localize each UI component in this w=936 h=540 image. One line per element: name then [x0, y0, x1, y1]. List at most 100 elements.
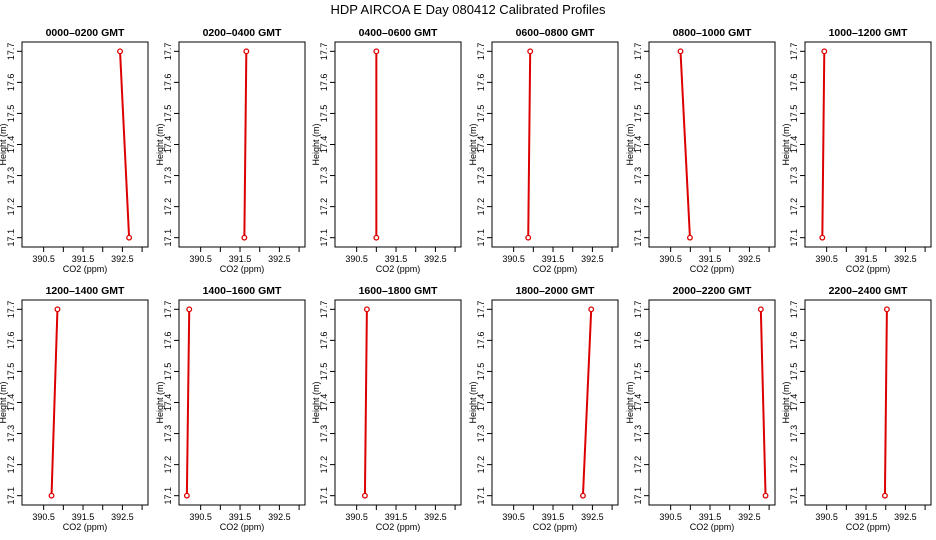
figure-title: HDP AIRCOA E Day 080412 Calibrated Profi… — [330, 2, 606, 17]
y-tick-label: 17.6 — [319, 74, 329, 92]
y-tick-label: 17.1 — [633, 487, 643, 505]
y-tick-label: 17.4 — [789, 394, 799, 412]
y-tick-label: 17.5 — [633, 363, 643, 381]
profile-line — [679, 51, 691, 238]
data-point — [183, 492, 190, 499]
panel-title: 1600–1800 GMT — [359, 285, 438, 297]
panel-title: 2200–2400 GMT — [829, 285, 908, 297]
y-axis-label: Height (m) — [0, 123, 8, 165]
data-point — [48, 492, 55, 499]
x-tick-label: 392.5 — [738, 512, 761, 522]
x-tick-label: 390.5 — [815, 254, 838, 264]
y-tick-label: 17.6 — [789, 74, 799, 92]
x-tick-label: 390.5 — [502, 254, 525, 264]
data-point — [373, 234, 380, 241]
y-tick-label: 17.4 — [633, 136, 643, 154]
data-point — [243, 48, 250, 55]
y-axis-label: Height (m) — [781, 381, 791, 423]
y-tick-label: 17.4 — [789, 136, 799, 154]
y-tick-label: 17.4 — [6, 394, 16, 412]
y-tick-label: 17.1 — [319, 487, 329, 505]
y-axis-label: Height (m) — [625, 381, 635, 423]
y-tick-label: 17.2 — [789, 198, 799, 216]
y-tick-label: 17.5 — [789, 105, 799, 123]
y-tick-label: 17.3 — [6, 425, 16, 443]
x-tick-label: 392.5 — [268, 254, 291, 264]
x-tick-label: 392.5 — [581, 512, 604, 522]
data-point — [54, 306, 61, 313]
profile-line — [119, 51, 131, 238]
plot-frame — [491, 41, 619, 248]
panel-title: 0800–1000 GMT — [673, 27, 752, 39]
data-point — [821, 48, 828, 55]
x-tick-label: 390.5 — [32, 512, 55, 522]
y-tick-label: 17.5 — [319, 363, 329, 381]
x-tick-label: 390.5 — [659, 254, 682, 264]
y-tick-label: 17.1 — [633, 229, 643, 247]
y-tick-label: 17.5 — [476, 363, 486, 381]
y-tick-label: 17.7 — [789, 301, 799, 319]
y-tick-label: 17.6 — [163, 74, 173, 92]
x-axis-label: CO2 (ppm) — [533, 264, 578, 274]
y-tick-label: 17.5 — [633, 105, 643, 123]
y-axis-label: Height (m) — [0, 381, 8, 423]
y-tick-label: 17.2 — [163, 456, 173, 474]
plot-frame — [334, 41, 462, 248]
profile-line — [363, 309, 368, 496]
y-axis-label: Height (m) — [311, 381, 321, 423]
y-tick-label: 17.3 — [6, 167, 16, 185]
y-tick-label: 17.5 — [789, 363, 799, 381]
x-axis-label: CO2 (ppm) — [690, 522, 735, 532]
y-tick-label: 17.1 — [6, 487, 16, 505]
plot-frame — [491, 299, 619, 506]
plot-frame — [21, 41, 149, 248]
y-tick-label: 17.4 — [163, 136, 173, 154]
x-tick-label: 391.5 — [855, 254, 878, 264]
y-tick-label: 17.3 — [633, 425, 643, 443]
y-tick-label: 17.6 — [163, 332, 173, 350]
x-axis-label: CO2 (ppm) — [533, 522, 578, 532]
profile-line — [527, 51, 532, 238]
y-tick-label: 17.4 — [319, 136, 329, 154]
y-tick-label: 17.7 — [633, 301, 643, 319]
y-axis-label: Height (m) — [155, 381, 165, 423]
y-tick-label: 17.6 — [476, 332, 486, 350]
y-tick-label: 17.6 — [6, 332, 16, 350]
x-tick-label: 390.5 — [189, 254, 212, 264]
y-tick-label: 17.6 — [476, 74, 486, 92]
y-tick-label: 17.7 — [789, 43, 799, 61]
y-tick-label: 17.5 — [319, 105, 329, 123]
y-tick-label: 17.4 — [319, 394, 329, 412]
y-tick-label: 17.1 — [789, 229, 799, 247]
y-tick-label: 17.7 — [6, 301, 16, 319]
x-tick-label: 392.5 — [894, 512, 917, 522]
y-tick-label: 17.6 — [6, 74, 16, 92]
y-tick-label: 17.1 — [163, 229, 173, 247]
x-axis-label: CO2 (ppm) — [690, 264, 735, 274]
y-tick-label: 17.4 — [633, 394, 643, 412]
panel-title: 1800–2000 GMT — [516, 285, 595, 297]
x-tick-label: 390.5 — [345, 512, 368, 522]
y-axis-label: Height (m) — [781, 123, 791, 165]
x-tick-label: 391.5 — [385, 254, 408, 264]
x-tick-label: 392.5 — [894, 254, 917, 264]
y-tick-label: 17.2 — [476, 198, 486, 216]
x-tick-label: 390.5 — [345, 254, 368, 264]
data-point — [241, 234, 248, 241]
plot-frame — [178, 299, 306, 506]
x-axis-label: CO2 (ppm) — [846, 264, 891, 274]
y-tick-label: 17.1 — [6, 229, 16, 247]
y-tick-label: 17.7 — [163, 301, 173, 319]
x-tick-label: 391.5 — [229, 254, 252, 264]
x-tick-label: 390.5 — [815, 512, 838, 522]
y-tick-label: 17.3 — [633, 167, 643, 185]
y-tick-label: 17.3 — [476, 425, 486, 443]
y-tick-label: 17.3 — [319, 425, 329, 443]
y-tick-label: 17.3 — [319, 167, 329, 185]
